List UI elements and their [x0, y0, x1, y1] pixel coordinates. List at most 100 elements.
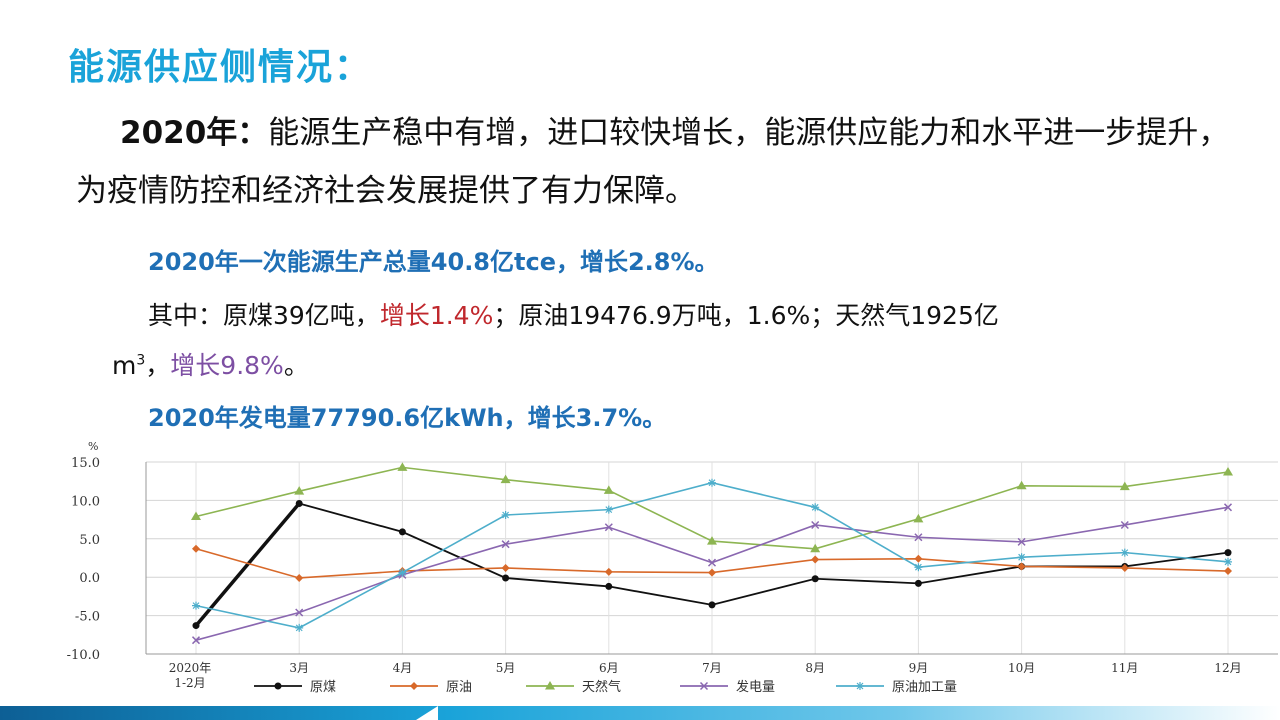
data-point [914, 563, 923, 572]
data-point [192, 601, 200, 610]
x-tick-label: 1-2月 [174, 676, 205, 690]
data-point [914, 554, 923, 563]
data-point [811, 520, 820, 530]
data-point [192, 544, 200, 553]
series-line-emphasis [194, 502, 301, 627]
chart-legend: 原煤 原油 天然气 发电量 原油加工量 [254, 679, 957, 695]
data-point [603, 485, 614, 494]
x-tick-label: 9月 [909, 661, 929, 675]
legend-item-2: 天然气 [526, 679, 621, 695]
legend-label: 天然气 [582, 679, 621, 695]
chart-series [191, 462, 1233, 645]
series-2 [191, 462, 1233, 553]
data-point [1017, 562, 1026, 571]
data-point [501, 563, 510, 572]
breakdown-line: 其中：原煤39亿吨，增长1.4%；原油19476.9万吨，1.6%；天然气192… [148, 296, 999, 332]
breakdown-rest-text: ；原油19476.9万吨，1.6%；天然气1925亿 [493, 301, 999, 330]
x-tick-label: 3月 [289, 661, 309, 675]
data-point [398, 568, 407, 577]
data-point [708, 568, 716, 577]
data-point [1017, 553, 1026, 562]
x-tick-label: 4月 [393, 661, 413, 675]
y-tick-label: -10.0 [67, 648, 100, 663]
x-tick-label: 6月 [599, 661, 619, 675]
legend-item-1: 原油 [390, 680, 472, 695]
gas-line-end: 。 [283, 351, 309, 380]
primary-energy-line: 2020年一次能源生产总量40.8亿tce，增长2.8%。 [148, 248, 719, 276]
y-tick-label: 5.0 [79, 533, 100, 548]
power-generation-line: 2020年发电量77790.6亿kWh，增长3.7%。 [148, 404, 667, 432]
y-tick-label: 10.0 [71, 494, 100, 509]
data-point [1224, 557, 1232, 566]
data-point [708, 601, 716, 609]
data-point [810, 543, 821, 553]
data-point [397, 462, 408, 471]
data-point [913, 513, 924, 523]
legend-item-3: 发电量 [680, 679, 775, 695]
data-point [192, 622, 200, 630]
legend-label: 原油 [446, 680, 472, 695]
y-tick-label: 0.0 [79, 571, 100, 586]
breakdown-coal-text: 其中：原煤39亿吨， [148, 301, 380, 330]
x-tick-label: 12月 [1214, 661, 1241, 675]
legend-item-0: 原煤 [254, 680, 336, 695]
x-tick-label: 8月 [805, 661, 825, 675]
summary-paragraph: 2020年：能源生产稳中有增，进口较快增长，能源供应能力和水平进一步提升，为疫情… [76, 104, 1236, 220]
data-point [502, 574, 510, 582]
footer-gradient-bar [0, 706, 1280, 720]
x-tick-label: 11月 [1111, 661, 1138, 675]
data-point [914, 533, 923, 542]
x-tick-label: 2020年 [169, 661, 212, 675]
x-tick-label: 10月 [1008, 661, 1035, 675]
data-point [500, 474, 511, 484]
gas-growth-highlight: 增长9.8% [170, 351, 284, 380]
data-point [811, 555, 820, 564]
data-point [707, 536, 717, 545]
data-point [191, 636, 201, 645]
series-3 [191, 503, 1233, 645]
data-point [708, 478, 716, 487]
data-point [501, 510, 510, 519]
page-title: 能源供应侧情况： [68, 47, 373, 88]
footer-notch [416, 706, 438, 720]
y-tick-label: -5.0 [75, 610, 100, 625]
data-point [295, 573, 304, 582]
chart-gridlines [146, 461, 1278, 655]
data-point [811, 575, 819, 583]
data-point [1120, 548, 1129, 557]
legend-item-4: 原油加工量 [836, 680, 957, 695]
data-point [545, 681, 555, 690]
series-4 [192, 478, 1232, 632]
gas-unit: m [112, 351, 137, 380]
data-point [1120, 563, 1129, 572]
gas-unit-line: m3，增长9.8%。 [112, 346, 309, 382]
x-tick-label: 5月 [496, 661, 516, 675]
series-1 [192, 544, 1232, 582]
summary-text: 能源生产稳中有增，进口较快增长，能源供应能力和水平进一步提升，为疫情防控和经济社… [76, 115, 1230, 209]
legend-label: 发电量 [736, 679, 775, 695]
legend-label: 原煤 [310, 680, 336, 695]
data-point [604, 523, 613, 532]
x-tick-label: 7月 [702, 661, 722, 675]
data-point [294, 486, 305, 495]
data-point [1224, 567, 1232, 576]
data-point [295, 499, 303, 507]
data-point [1223, 466, 1233, 476]
data-point [914, 579, 922, 587]
data-point [811, 503, 820, 512]
data-point [501, 540, 510, 549]
data-point [274, 682, 282, 690]
coal-growth-highlight: 增长1.4% [379, 301, 494, 330]
data-point [604, 567, 613, 576]
data-point [1120, 520, 1129, 530]
data-point [1224, 549, 1232, 557]
data-point [707, 558, 717, 567]
data-point [398, 528, 406, 536]
data-point [1223, 503, 1233, 512]
data-point [604, 505, 613, 514]
data-point [605, 582, 613, 590]
summary-lead: 2020年： [120, 115, 269, 151]
data-point [191, 511, 201, 521]
